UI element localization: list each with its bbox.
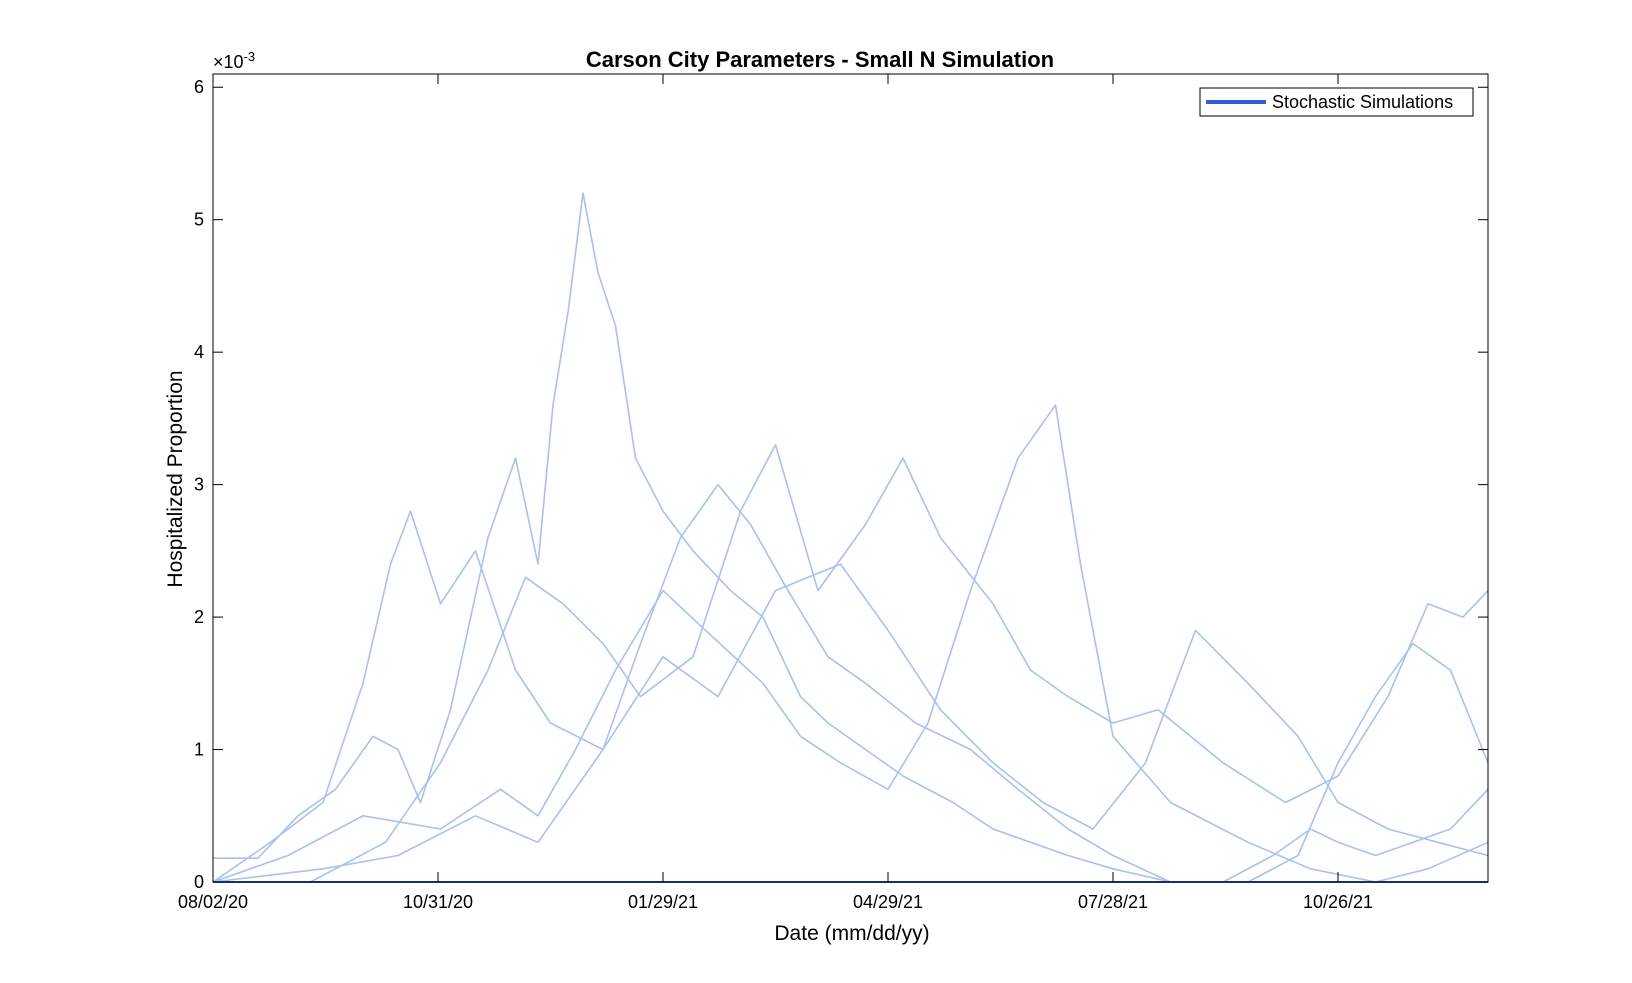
series-line-5 — [212, 563, 1489, 883]
y-tick-label-4: 4 — [194, 342, 204, 362]
y-tick-label-5: 5 — [194, 210, 204, 230]
x-tick-label-5: 10/26/21 — [1303, 892, 1373, 912]
x-tick-label-0: 08/02/20 — [178, 892, 248, 912]
chart-title: Carson City Parameters - Small N Simulat… — [586, 47, 1054, 72]
y-tick-label-2: 2 — [194, 607, 204, 627]
legend-entry-stochastic-simulations: Stochastic Simulations — [1272, 92, 1453, 112]
plot-area-frame — [212, 73, 1489, 883]
x-tick-label-3: 04/29/21 — [853, 892, 923, 912]
series-line-4 — [212, 404, 1489, 883]
axes-layer: 0 1 2 3 4 5 6 08/02/20 10/31/20 01/29/21 04/29/21 0… — [178, 73, 1489, 912]
y-tick-label-1: 1 — [194, 740, 204, 760]
y-axis-label: Hospitalized Proportion — [164, 370, 187, 587]
y-tick-label-6: 6 — [194, 77, 204, 97]
y-tick-label-0: 0 — [194, 872, 204, 892]
y-axis-exponent: ×10-3 — [213, 49, 255, 72]
series-line-1 — [213, 192, 1489, 883]
series-line-3 — [213, 444, 1489, 883]
y-axis-exponent-base: ×10 — [213, 52, 244, 72]
y-axis-exponent-power: -3 — [244, 49, 256, 64]
legend: Stochastic Simulations — [1199, 87, 1474, 117]
x-tick-label-2: 01/29/21 — [628, 892, 698, 912]
series-line-2 — [212, 483, 1489, 883]
y-tick-label-3: 3 — [194, 475, 204, 495]
x-axis-label: Date (mm/dd/yy) — [774, 922, 929, 945]
x-tick-label-4: 07/28/21 — [1078, 892, 1148, 912]
x-tick-label-1: 10/31/20 — [403, 892, 473, 912]
